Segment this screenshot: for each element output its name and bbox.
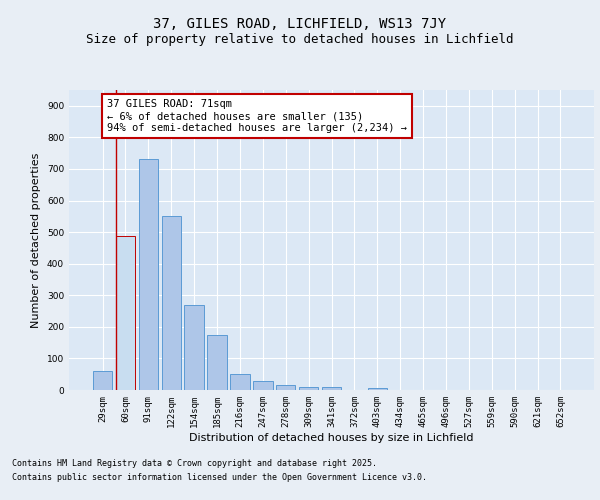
Text: Size of property relative to detached houses in Lichfield: Size of property relative to detached ho… — [86, 32, 514, 46]
Bar — [322, 387, 341, 390]
Y-axis label: Number of detached properties: Number of detached properties — [31, 152, 41, 328]
Bar — [253, 380, 272, 390]
Text: Contains HM Land Registry data © Crown copyright and database right 2025.: Contains HM Land Registry data © Crown c… — [12, 458, 377, 468]
Bar — [116, 236, 135, 390]
Bar — [161, 216, 181, 390]
Text: Contains public sector information licensed under the Open Government Licence v3: Contains public sector information licen… — [12, 474, 427, 482]
Text: 37 GILES ROAD: 71sqm
← 6% of detached houses are smaller (135)
94% of semi-detac: 37 GILES ROAD: 71sqm ← 6% of detached ho… — [107, 100, 407, 132]
X-axis label: Distribution of detached houses by size in Lichfield: Distribution of detached houses by size … — [189, 432, 474, 442]
Bar — [299, 387, 319, 390]
Bar — [184, 304, 204, 390]
Bar — [208, 334, 227, 390]
Bar — [230, 374, 250, 390]
Bar — [368, 388, 387, 390]
Bar — [139, 160, 158, 390]
Text: 37, GILES ROAD, LICHFIELD, WS13 7JY: 37, GILES ROAD, LICHFIELD, WS13 7JY — [154, 18, 446, 32]
Bar — [93, 371, 112, 390]
Bar — [276, 386, 295, 390]
